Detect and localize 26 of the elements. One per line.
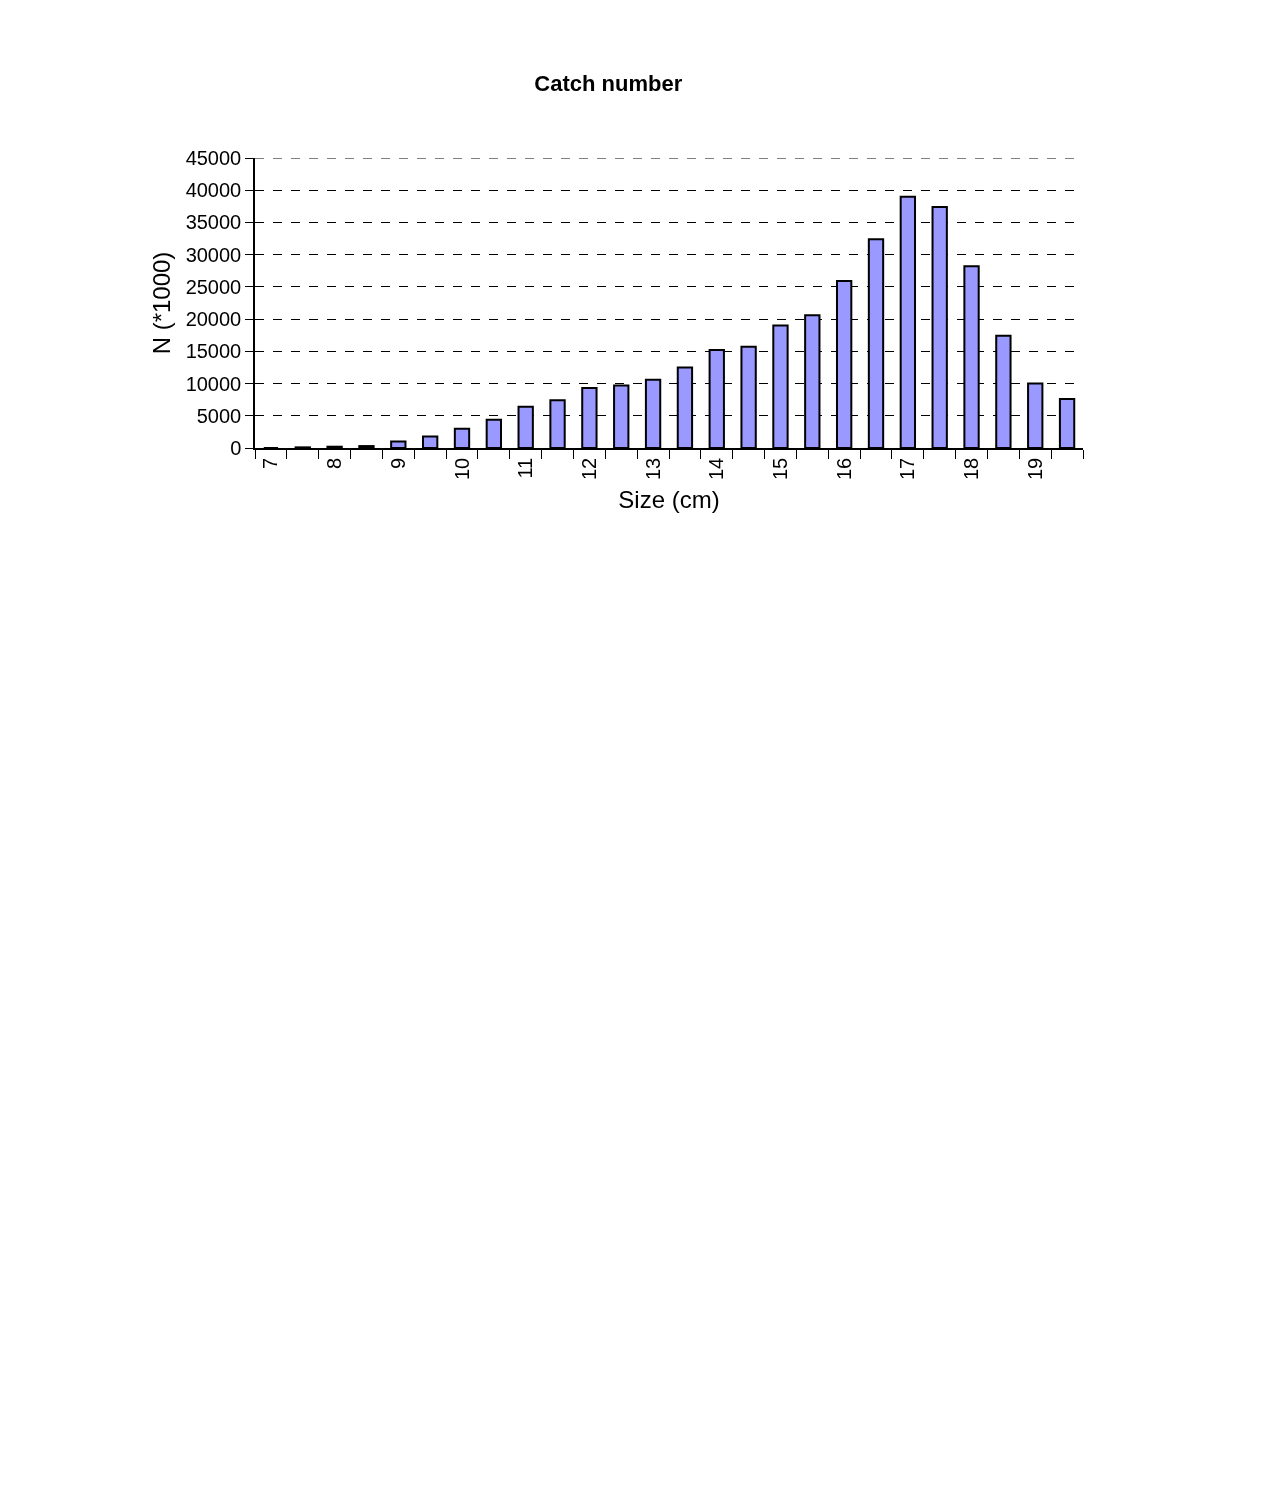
x-tick-label: 14 (705, 457, 728, 480)
y-tick-label: 25000 (185, 275, 242, 298)
x-axis-title: Size (cm) (618, 485, 720, 513)
x-tick-label: 13 (641, 457, 664, 480)
x-tick-label: 12 (577, 457, 600, 480)
x-tick-label: 17 (896, 457, 919, 480)
x-tick-label: 19 (1023, 457, 1046, 480)
x-tick-label: 8 (323, 457, 346, 469)
y-tick-label: 40000 (185, 179, 242, 202)
chart-title: Catch number (534, 70, 683, 96)
y-tick-label: 20000 (185, 308, 242, 331)
x-tick-label: 16 (832, 457, 855, 480)
x-tick-label: 11 (514, 457, 537, 479)
x-tick-label: 9 (386, 457, 409, 469)
y-axis-title: N (*1000) (148, 251, 176, 355)
y-tick-label: 45000 (185, 147, 242, 169)
y-tick-label: 15000 (185, 340, 242, 363)
y-tick-label: 5000 (196, 404, 242, 427)
x-tick-label: 7 (259, 457, 282, 469)
y-tick-label: 10000 (185, 372, 242, 395)
y-tick-label: 30000 (185, 243, 242, 266)
x-tick-label: 10 (450, 457, 473, 480)
y-tick-label: 35000 (185, 211, 242, 234)
x-tick-label: 15 (768, 457, 791, 480)
x-tick-label: 18 (960, 457, 983, 480)
y-tick-label: 0 (230, 437, 242, 459)
